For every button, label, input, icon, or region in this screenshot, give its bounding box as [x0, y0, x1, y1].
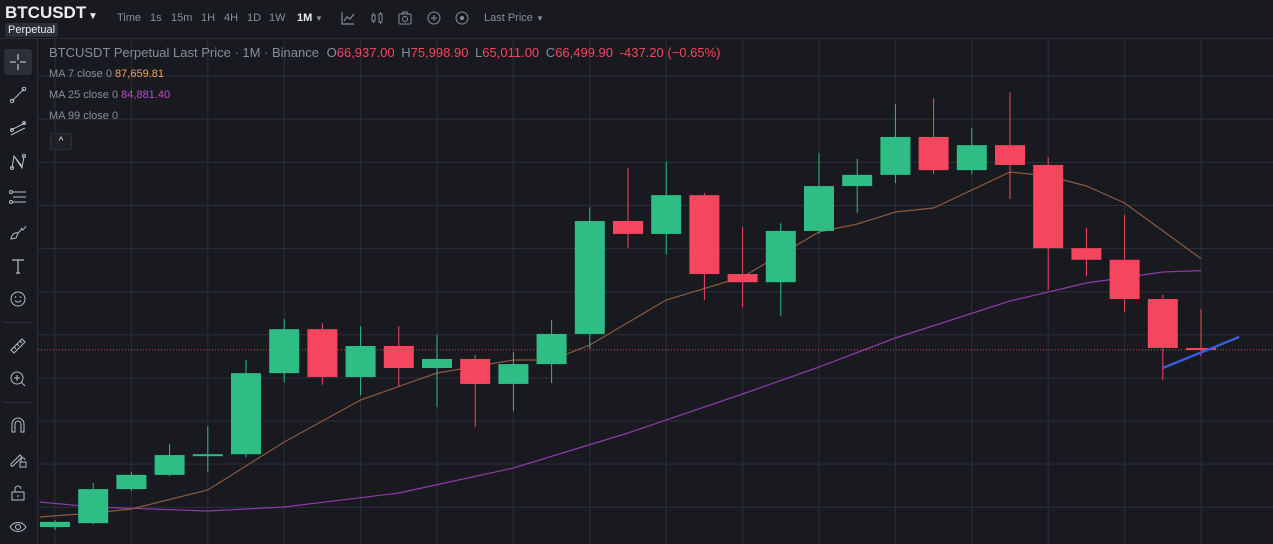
parallel-channel-icon[interactable] — [4, 115, 32, 141]
candle-down — [1147, 299, 1178, 348]
divider — [3, 322, 33, 323]
legend-low-label: L — [475, 45, 483, 60]
candle-up — [880, 136, 911, 175]
candle-down — [460, 358, 491, 384]
candlestick-chart[interactable] — [38, 39, 1273, 544]
legend-low: 65,011.00 — [482, 45, 540, 60]
candle-down — [995, 145, 1025, 165]
legend-open: 66,937.00 — [336, 45, 395, 60]
brush-icon[interactable] — [4, 219, 32, 245]
ma25-label: MA 25 close 0 — [49, 89, 119, 101]
candle-up — [498, 364, 529, 384]
zoom-in-icon[interactable] — [4, 366, 32, 392]
ma99-label: MA 99 close 0 — [49, 110, 119, 122]
candle-down — [1033, 164, 1064, 249]
candle-down — [307, 329, 338, 378]
candle-up — [804, 186, 834, 231]
contract-type-badge: Perpetual — [5, 23, 59, 37]
indicators-icon[interactable] — [340, 10, 356, 26]
chart-type-icon[interactable] — [369, 10, 385, 26]
candle-up — [422, 358, 452, 368]
candle-up — [536, 333, 567, 365]
timeframe-time[interactable]: Time — [117, 12, 142, 24]
candle-up — [192, 454, 223, 457]
unlock-icon[interactable] — [4, 480, 32, 506]
legend-high-label: H — [401, 45, 411, 60]
candle-down — [613, 221, 643, 234]
chevron-down-icon[interactable]: ▼ — [88, 11, 98, 22]
candle-up — [842, 174, 873, 187]
collapse-legend-button[interactable]: ^ — [50, 133, 72, 150]
candle-down — [727, 274, 758, 283]
timeframe-1d[interactable]: 1D — [247, 12, 262, 24]
candle-down — [689, 195, 720, 275]
candle-down — [1109, 259, 1140, 300]
trend-line-icon[interactable] — [4, 82, 32, 108]
candle-down — [1186, 348, 1216, 350]
chart-legend: BTCUSDT Perpetual Last Price · 1M · Bina… — [49, 45, 720, 60]
candle-up — [574, 221, 605, 334]
ma25-line — [39, 270, 1202, 512]
legend-title: BTCUSDT Perpetual Last Price · 1M · Bina… — [49, 45, 319, 60]
timeframe-15m[interactable]: 15m — [171, 12, 193, 24]
candle-up — [269, 329, 300, 374]
legend-open-label: O — [326, 45, 337, 60]
divider — [3, 402, 33, 403]
drawing-toolbar — [0, 39, 38, 544]
pattern-icon[interactable] — [4, 149, 32, 175]
lock-drawing-icon[interactable] — [4, 446, 32, 472]
candle-up — [78, 489, 109, 524]
emoji-icon[interactable] — [4, 286, 32, 312]
add-icon[interactable] — [426, 10, 442, 26]
candle-down — [918, 136, 949, 171]
price-type-dropdown[interactable]: Last Price — [484, 12, 533, 24]
candle-up — [345, 346, 376, 378]
legend-high: 75,998.90 — [410, 45, 469, 60]
eye-icon[interactable] — [4, 514, 32, 540]
legend-change: -437.20 (−0.65%) — [619, 45, 721, 60]
ma25-value: 84,881.40 — [121, 89, 171, 101]
timeframe-1w[interactable]: 1W — [269, 12, 286, 24]
text-icon[interactable] — [4, 253, 32, 279]
fib-retracement-icon[interactable] — [4, 184, 32, 210]
settings-circle-icon[interactable] — [454, 10, 470, 26]
ma99-legend[interactable]: MA 99 close 0 — [49, 110, 118, 122]
chevron-down-icon[interactable]: ▼ — [315, 14, 323, 23]
ma7-legend[interactable]: MA 7 close 0 87,659.81 — [49, 68, 164, 80]
symbol-selector[interactable]: BTCUSDT — [5, 3, 87, 22]
candle-down — [1071, 248, 1102, 260]
top-toolbar: BTCUSDT ▼ Perpetual Time 1s 15m 1H 4H 1D… — [0, 0, 1273, 39]
ruler-icon[interactable] — [4, 333, 32, 359]
candle-up — [765, 230, 796, 283]
timeframe-1s[interactable]: 1s — [150, 12, 162, 24]
timeframe-1m[interactable]: 1M — [297, 12, 313, 24]
timeframe-1h[interactable]: 1H — [201, 12, 216, 24]
ma25-legend[interactable]: MA 25 close 0 84,881.40 — [49, 89, 170, 101]
ma7-value: 87,659.81 — [115, 68, 164, 80]
magnet-icon[interactable] — [4, 412, 32, 438]
candle-up — [231, 373, 261, 455]
ma7-label: MA 7 close 0 — [49, 68, 112, 80]
chevron-down-icon[interactable]: ▼ — [536, 14, 544, 23]
candle-up — [40, 521, 70, 528]
candle-up — [956, 145, 987, 171]
candle-down — [383, 346, 414, 368]
timeframe-4h[interactable]: 4H — [224, 12, 239, 24]
legend-close: 66,499.90 — [555, 45, 614, 60]
crosshair-icon[interactable] — [4, 49, 32, 75]
candle-up — [154, 455, 185, 475]
trend-line-drawing[interactable] — [1162, 335, 1240, 370]
legend-close-label: C — [545, 45, 556, 60]
camera-icon[interactable] — [397, 10, 413, 26]
candle-up — [116, 474, 147, 490]
candle-up — [651, 195, 682, 234]
